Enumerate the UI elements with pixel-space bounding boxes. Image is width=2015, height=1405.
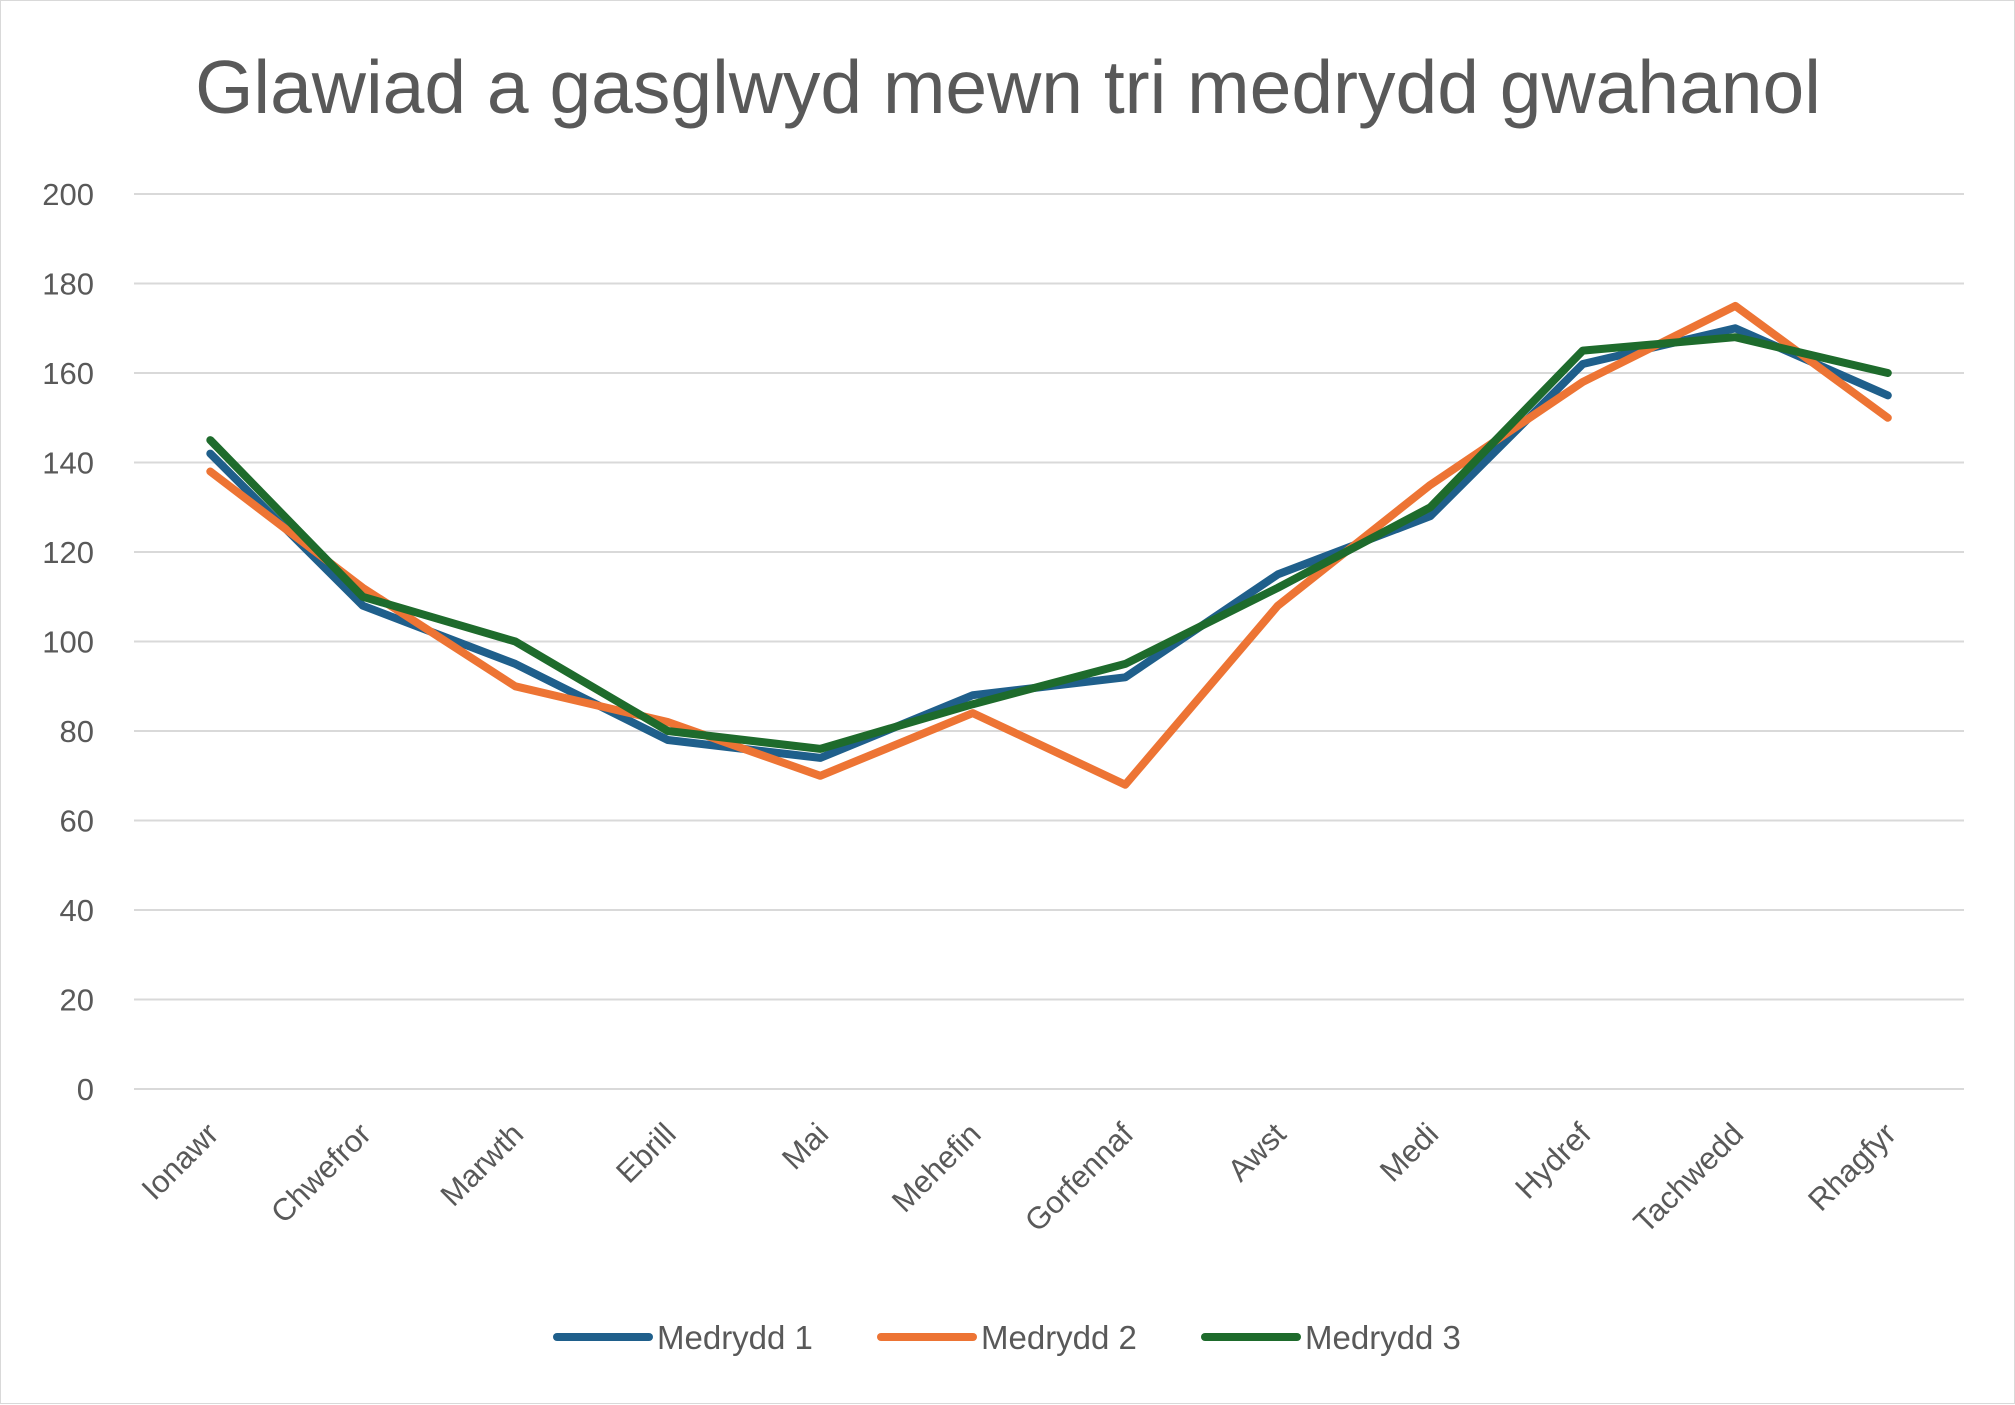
- y-tick-label: 200: [42, 177, 94, 212]
- series-line-medrydd-2: [206, 301, 1892, 789]
- y-tick-label: 40: [60, 893, 94, 928]
- x-axis-ticks: Ionawr Chwefror Marwth Ebrill Mai Mehefin Gorf…: [135, 1116, 1903, 1240]
- x-tick-label: Marwth: [434, 1116, 531, 1213]
- chart-title: Glawiad a gasglwyd mewn tri medrydd gwah…: [195, 45, 1821, 129]
- x-tick-label: Gorfennaf: [1018, 1116, 1141, 1239]
- y-tick-label: 180: [42, 267, 94, 302]
- y-tick-label: 140: [42, 446, 94, 481]
- x-tick-label: Chwefror: [264, 1116, 378, 1230]
- x-tick-label: Medi: [1373, 1116, 1445, 1188]
- x-tick-label: Ionawr: [135, 1116, 226, 1207]
- y-tick-label: 120: [42, 535, 94, 570]
- series-line-medrydd-1: [206, 324, 1892, 762]
- series-lines: [206, 301, 1892, 789]
- legend-label: Medrydd 3: [1305, 1319, 1461, 1356]
- y-tick-label: 0: [77, 1072, 94, 1107]
- x-tick-label: Mehefin: [885, 1116, 988, 1219]
- x-tick-label: Rhagfyr: [1801, 1116, 1903, 1218]
- y-tick-label: 160: [42, 356, 94, 391]
- y-tick-label: 100: [42, 625, 94, 660]
- y-tick-label: 80: [60, 714, 94, 749]
- x-tick-label: Mai: [775, 1116, 835, 1176]
- series-line-medrydd-3: [206, 333, 1892, 753]
- y-tick-label: 20: [60, 983, 94, 1018]
- x-tick-label: Ebrill: [609, 1116, 682, 1189]
- legend: Medrydd 1 Medrydd 2 Medrydd 3: [553, 1319, 1461, 1356]
- x-tick-label: Awst: [1221, 1116, 1293, 1188]
- y-axis-ticks: 0 20 40 60 80 100 120 140 160 180 200: [42, 177, 94, 1107]
- y-tick-label: 60: [60, 804, 94, 839]
- legend-label: Medrydd 1: [657, 1319, 813, 1356]
- x-tick-label: Tachwedd: [1627, 1116, 1750, 1239]
- legend-label: Medrydd 2: [981, 1319, 1137, 1356]
- x-tick-label: Hydref: [1508, 1116, 1598, 1206]
